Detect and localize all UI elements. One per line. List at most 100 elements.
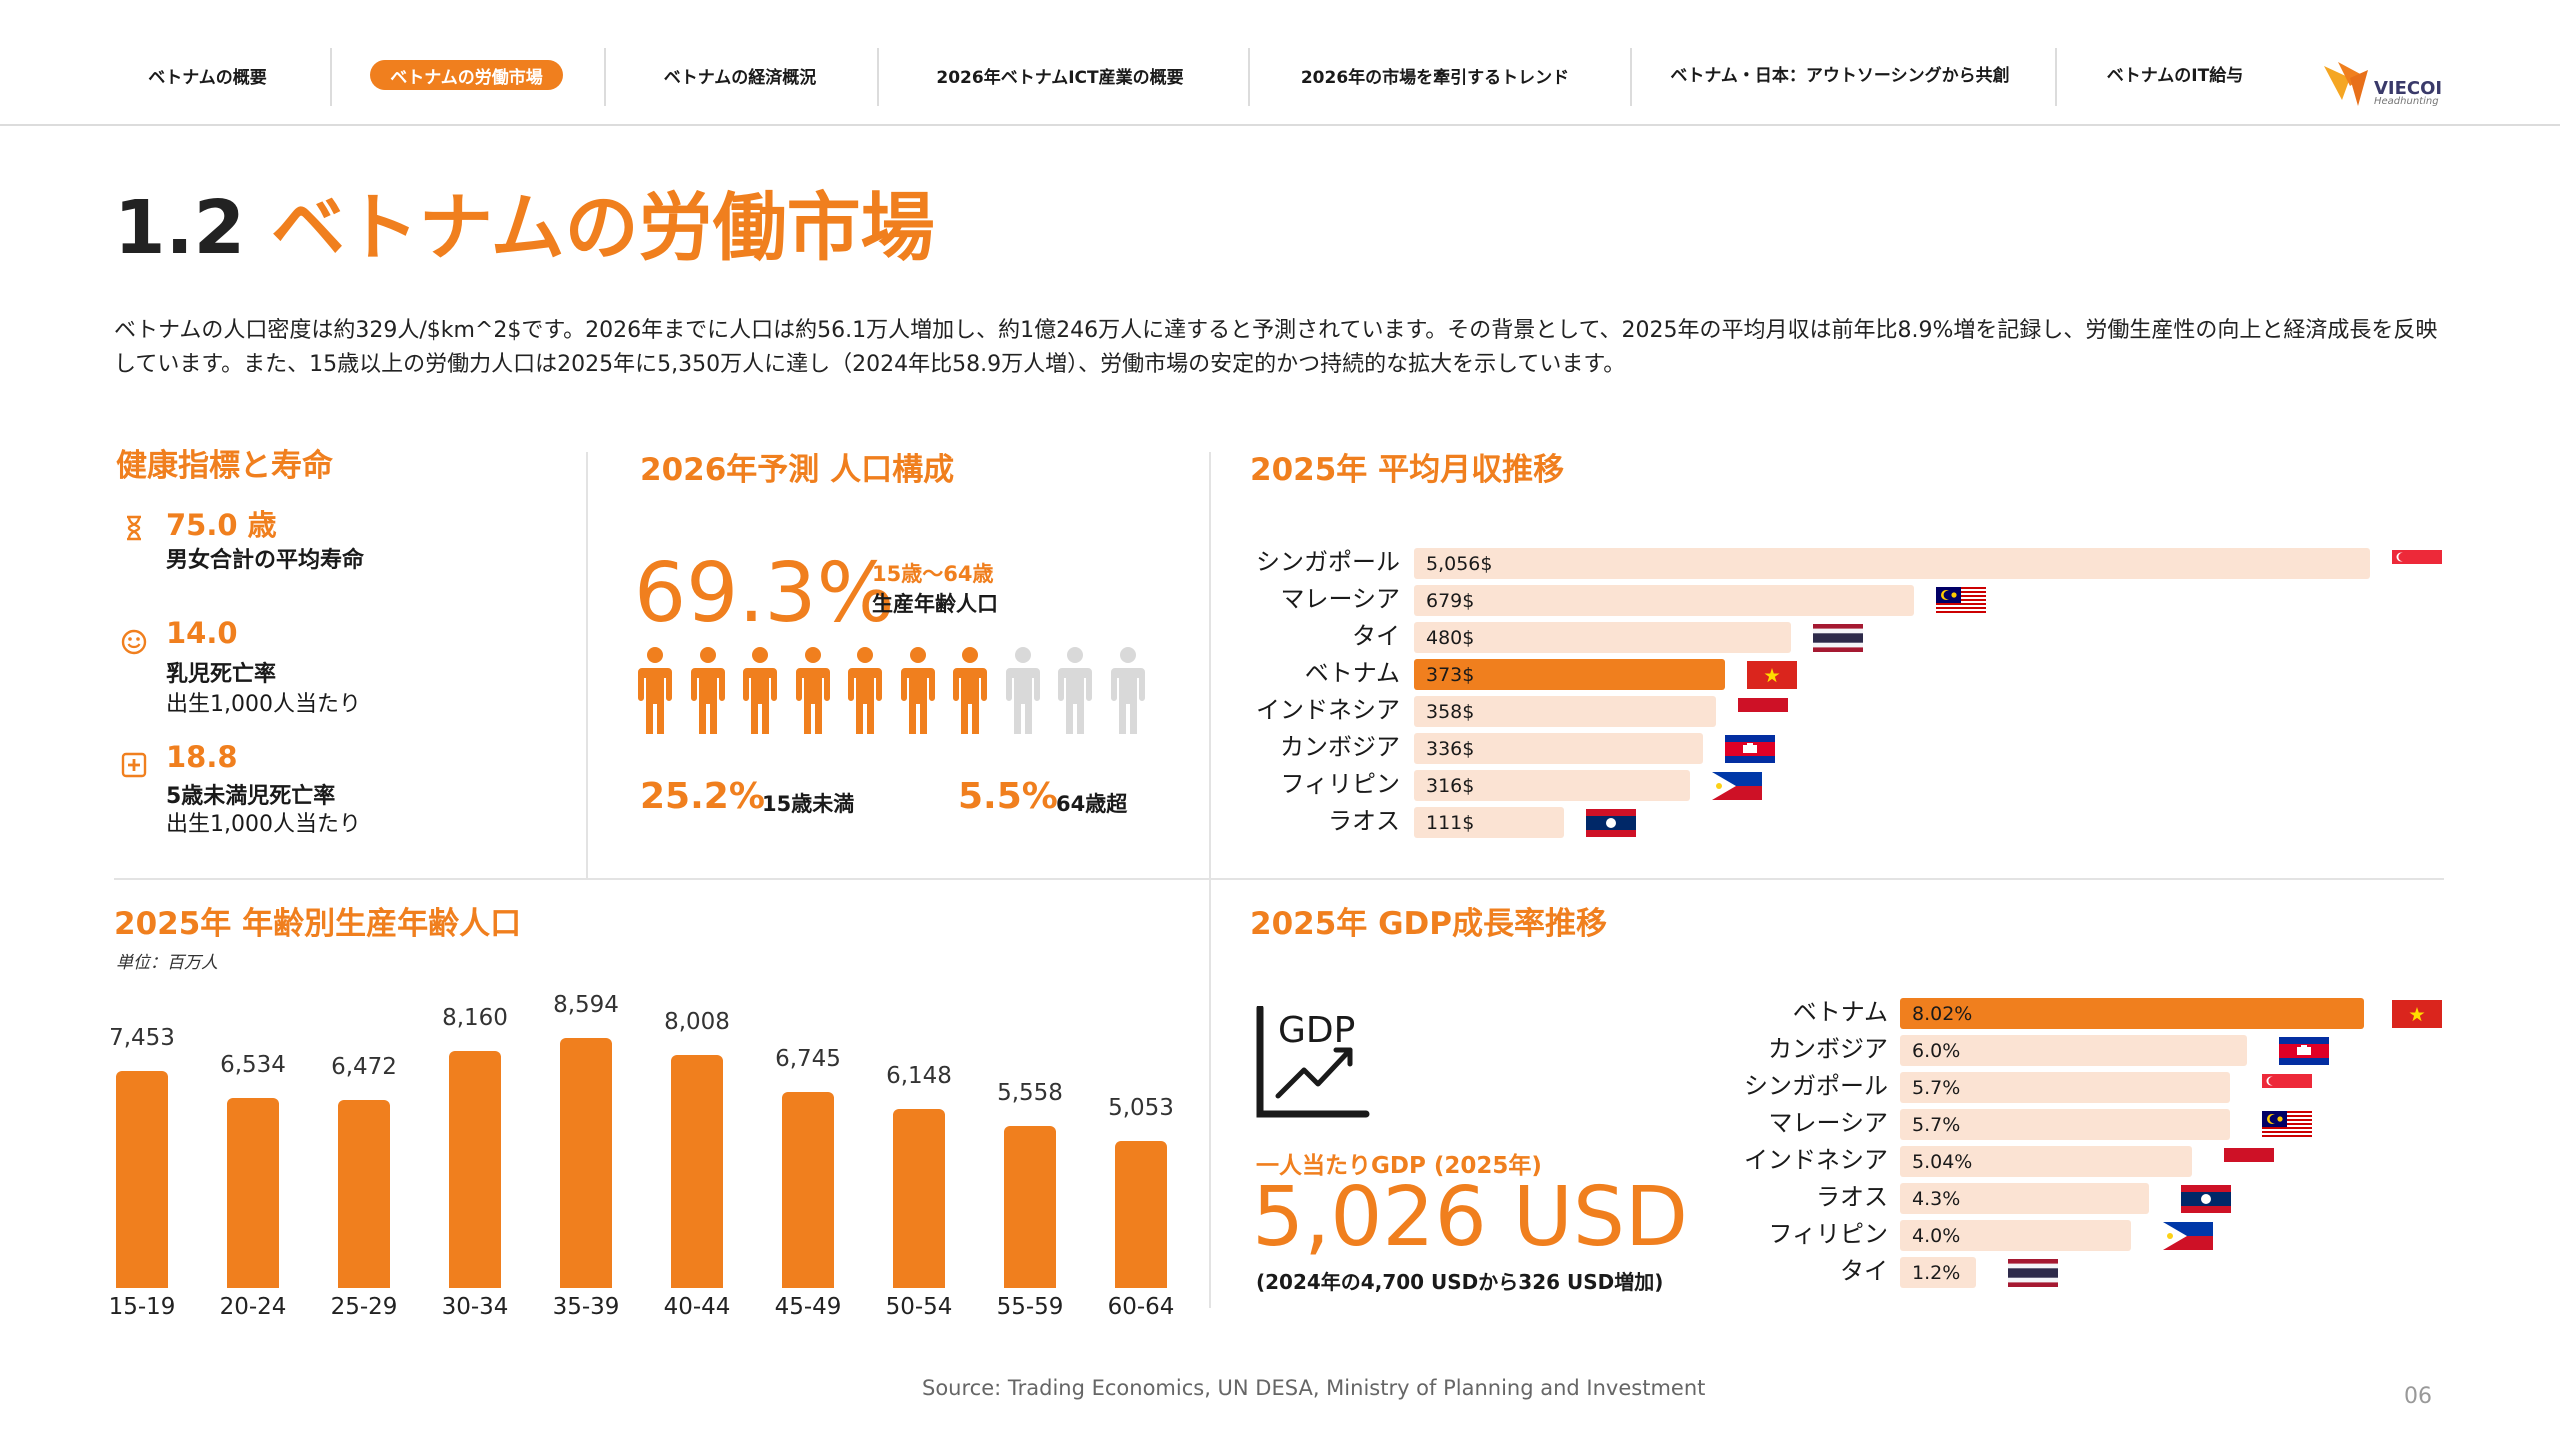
hourglass-icon bbox=[127, 515, 141, 541]
age-bar bbox=[782, 1091, 834, 1288]
bar-category-label: インドネシア bbox=[1744, 1146, 1888, 1174]
age-bar bbox=[449, 1050, 501, 1288]
infant-mortality-label: 乳児死亡率 bbox=[166, 662, 277, 687]
bar bbox=[1414, 696, 1717, 727]
flag-vn-icon bbox=[1747, 661, 1798, 689]
infant-mortality-value: 14.0 bbox=[166, 616, 238, 650]
flag-kh-icon bbox=[2279, 1037, 2330, 1065]
person-icon bbox=[794, 646, 832, 736]
bar bbox=[1900, 1035, 2248, 1066]
gdp-per-capita-label: 一人当たりGDP (2025年) bbox=[1256, 1153, 1542, 1179]
logo-subtitle: Headhunting bbox=[2374, 96, 2439, 107]
nav-item-ict[interactable]: 2026年ベトナムICT産業の概要 bbox=[936, 67, 1184, 88]
bar-value-label: 5.7% bbox=[1912, 1077, 1961, 1099]
flag-ph-icon bbox=[2163, 1222, 2214, 1250]
nav-divider bbox=[1248, 48, 1250, 106]
age-bar bbox=[116, 1071, 168, 1288]
bar bbox=[1414, 548, 2370, 579]
bar-category-label: シンガポール bbox=[1256, 548, 1400, 576]
age-bar bbox=[1115, 1141, 1167, 1288]
bar bbox=[1414, 733, 1703, 764]
under5-mortality-label: 5歳未満児死亡率 bbox=[166, 784, 336, 809]
nav-divider bbox=[330, 48, 332, 106]
medical-cross-icon bbox=[121, 752, 147, 778]
under15-label: 15歳未満 bbox=[762, 792, 855, 816]
age-bar-value-label: 6,148 bbox=[886, 1063, 952, 1090]
over64-label: 64歳超 bbox=[1056, 792, 1128, 816]
smiley-icon bbox=[121, 629, 147, 655]
nav-item-overview[interactable]: ベトナムの概要 bbox=[148, 67, 267, 88]
nav-divider bbox=[877, 48, 879, 106]
life-expectancy-value: 75.0 歳 bbox=[166, 508, 277, 542]
bar-value-label: 6.0% bbox=[1912, 1040, 1961, 1062]
bar-value-label: 336$ bbox=[1426, 738, 1475, 760]
bar-value-label: 373$ bbox=[1426, 664, 1475, 686]
gdp-chart-icon: GDP bbox=[1256, 1006, 1370, 1118]
intro-paragraph: ベトナムの人口密度は約329人/$km^2$です。2026年までに人口は約56.… bbox=[114, 318, 2438, 377]
divider bbox=[586, 452, 588, 878]
under5-mortality-sub: 出生1,000人当たり bbox=[166, 812, 361, 837]
bar-category-label: マレーシア bbox=[1768, 1109, 1888, 1137]
age-category-label: 50-54 bbox=[885, 1294, 953, 1320]
bar-category-label: シンガポール bbox=[1744, 1072, 1888, 1100]
bar-category-label: フィリピン bbox=[1768, 1220, 1888, 1248]
nav-item-trends[interactable]: 2026年の市場を牽引するトレンド bbox=[1300, 67, 1570, 88]
health-heading: 健康指標と寿命 bbox=[116, 448, 333, 484]
flag-la-icon bbox=[1586, 809, 1636, 837]
age-category-label: 30-34 bbox=[441, 1294, 509, 1320]
gdp-heading: 2025年 GDP成長率推移 bbox=[1250, 906, 1607, 942]
flag-id-icon bbox=[2223, 1148, 2274, 1176]
age-bar-value-label: 6,745 bbox=[775, 1045, 841, 1072]
person-icon bbox=[1109, 646, 1147, 736]
bar bbox=[1900, 1220, 2132, 1251]
bar bbox=[1414, 770, 1691, 801]
age-bar bbox=[338, 1099, 390, 1288]
nav-item-labor-market[interactable]: ベトナムの労働市場 bbox=[370, 60, 563, 90]
bar-category-label: ラオス bbox=[1816, 1183, 1888, 1211]
bar bbox=[1900, 1072, 2230, 1103]
flag-id-icon bbox=[1738, 698, 1789, 726]
nav-divider bbox=[1630, 48, 1632, 106]
bar bbox=[1900, 1257, 1976, 1288]
person-icon bbox=[741, 646, 779, 736]
bar-value-label: 316$ bbox=[1426, 775, 1475, 797]
age-bar-value-label: 8,160 bbox=[442, 1004, 508, 1031]
age-bar-value-label: 8,008 bbox=[664, 1009, 730, 1036]
flag-la-icon bbox=[2180, 1185, 2231, 1213]
person-icon bbox=[899, 646, 937, 736]
logo-text: VIECOI bbox=[2374, 78, 2443, 99]
age-bar bbox=[671, 1055, 723, 1288]
age-category-label: 20-24 bbox=[219, 1294, 287, 1320]
bar bbox=[1414, 807, 1564, 838]
company-logo-icon[interactable] bbox=[2324, 60, 2434, 112]
age-bar-value-label: 6,534 bbox=[220, 1051, 286, 1078]
bar-value-label: 1.2% bbox=[1912, 1262, 1961, 1284]
bar-category-label: タイ bbox=[1352, 622, 1400, 650]
age-bar bbox=[1004, 1126, 1056, 1288]
page-number: 06 bbox=[2404, 1384, 2432, 1409]
nav-item-salary[interactable]: ベトナムのIT給与 bbox=[2106, 65, 2244, 86]
bar-value-label: 4.3% bbox=[1912, 1188, 1961, 1210]
bar-category-label: タイ bbox=[1840, 1257, 1888, 1285]
age-pop-heading: 2025年 年齢別生産年齢人口 bbox=[114, 906, 522, 942]
page-title: 1.2 ベトナムの労働市場 bbox=[114, 168, 935, 275]
flag-ph-icon bbox=[1712, 772, 1763, 800]
person-icon bbox=[689, 646, 727, 736]
age-bar bbox=[560, 1038, 612, 1288]
bar bbox=[1414, 659, 1726, 690]
age-category-label: 25-29 bbox=[330, 1294, 398, 1320]
nav-item-outsourcing[interactable]: ベトナム・日本：アウトソーシングから共創 bbox=[1670, 65, 2010, 86]
gdp-per-capita-note: (2024年の4,700 USDから326 USD増加) bbox=[1256, 1270, 1664, 1294]
nav-divider bbox=[604, 48, 606, 106]
under5-mortality-value: 18.8 bbox=[166, 740, 238, 774]
age-category-label: 45-49 bbox=[774, 1294, 842, 1320]
flag-th-icon bbox=[1813, 624, 1864, 652]
gdp-icon-text: GDP bbox=[1278, 1010, 1355, 1051]
person-icon bbox=[1056, 646, 1094, 736]
bar-value-label: 4.0% bbox=[1912, 1225, 1961, 1247]
bar-value-label: 5.7% bbox=[1912, 1114, 1961, 1136]
nav-item-economy[interactable]: ベトナムの経済概況 bbox=[663, 67, 817, 88]
flag-vn-icon bbox=[2392, 1000, 2442, 1028]
flag-th-icon bbox=[2008, 1259, 2058, 1287]
age-category-label: 55-59 bbox=[996, 1294, 1064, 1320]
